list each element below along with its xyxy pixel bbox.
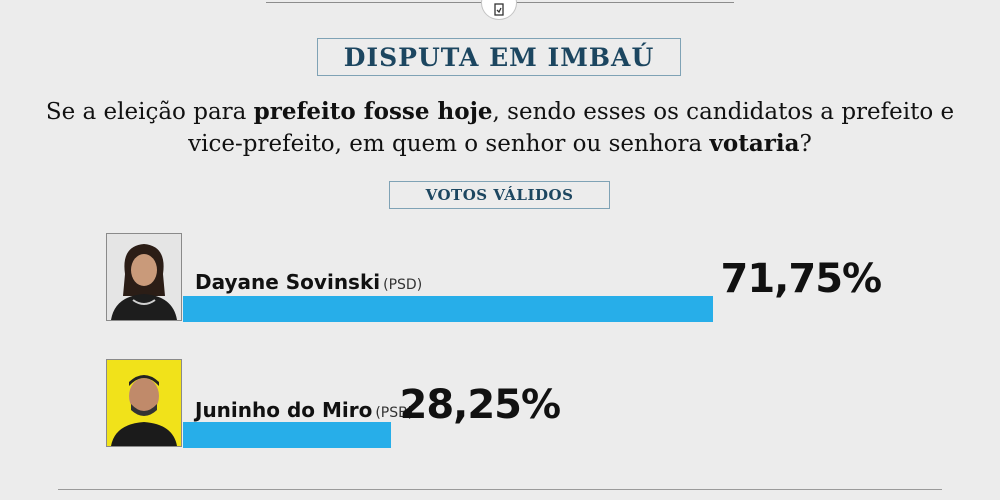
- candidate-party-2: (PSB): [375, 405, 414, 421]
- question-part-4: ?: [799, 131, 812, 157]
- question-part-2: , sendo esses os candidatos a prefeito e…: [188, 99, 955, 157]
- question-part-1: prefeito fosse hoje: [253, 98, 493, 125]
- bar-juninho-do-miro: [183, 422, 392, 448]
- document-icon: [494, 3, 504, 16]
- candidate-photo-1: [106, 233, 182, 321]
- bar-dayane-sovinski: [183, 296, 713, 322]
- value-label-juninho-do-miro: 28,25%: [399, 382, 561, 428]
- top-badge: [481, 0, 517, 20]
- value-label-dayane-sovinski: 71,75%: [720, 256, 883, 302]
- chart-title: DISPUTA EM IMBAÚ: [317, 38, 681, 76]
- chart-subtitle-text: VOTOS VÁLIDOS: [425, 186, 574, 204]
- chart-title-text: DISPUTA EM IMBAÚ: [343, 42, 655, 72]
- bottom-divider: [58, 489, 942, 490]
- question-part-0: Se a eleição para: [45, 99, 254, 125]
- person-portrait-icon: [107, 234, 181, 320]
- candidate-name-2-text: Juninho do Miro: [195, 398, 373, 422]
- person-portrait-icon: [107, 360, 181, 446]
- chart-subtitle: VOTOS VÁLIDOS: [389, 181, 610, 209]
- candidate-party-1: (PSD): [383, 277, 423, 293]
- candidate-name-1-text: Dayane Sovinski: [195, 270, 381, 294]
- question-part-3: votaria: [709, 130, 800, 157]
- survey-question: Se a eleição para prefeito fosse hoje, s…: [30, 96, 970, 160]
- candidate-photo-2: [106, 359, 182, 447]
- candidate-name-2: Juninho do Miro (PSB): [195, 398, 413, 422]
- candidate-name-1: Dayane Sovinski (PSD): [195, 270, 422, 294]
